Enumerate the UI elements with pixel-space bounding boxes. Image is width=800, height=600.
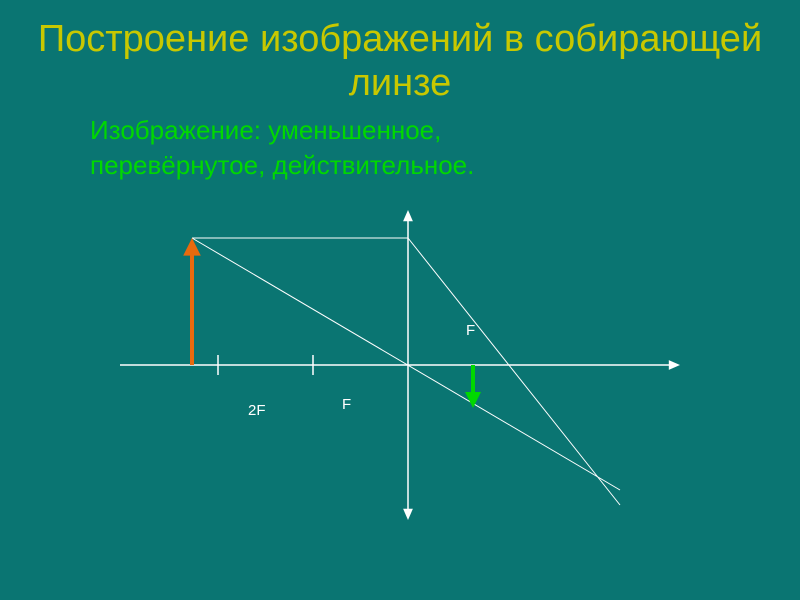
subtitle-line-1: Изображение: уменьшенное, [90, 113, 800, 148]
label-f-below: F [342, 396, 351, 413]
label-f-right: F [466, 322, 475, 339]
label-2f: 2F [248, 402, 266, 419]
slide: Построение изображений в собирающей линз… [0, 0, 800, 600]
slide-subtitle: Изображение: уменьшенное, перевёрнутое, … [0, 105, 800, 183]
lens-diagram [120, 210, 680, 530]
slide-title: Построение изображений в собирающей линз… [0, 0, 800, 105]
subtitle-line-2: перевёрнутое, действительное. [90, 148, 800, 183]
